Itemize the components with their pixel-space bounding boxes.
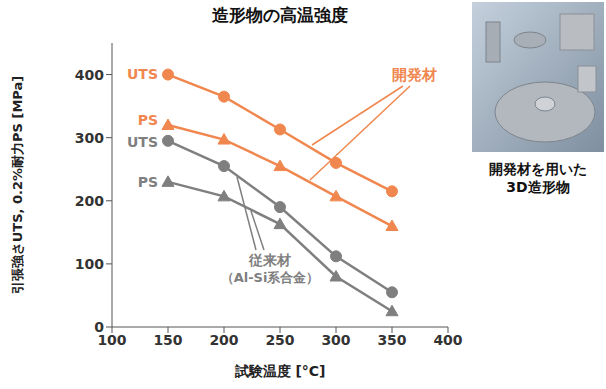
svg-text:150: 150 xyxy=(153,332,182,348)
html-text:（Al-Si系合金）: （Al-Si系合金） xyxy=(220,270,320,285)
svg-text:400: 400 xyxy=(433,332,462,348)
svg-text:試験温度 [°C]: 試験温度 [°C] xyxy=(234,363,326,379)
html-text:開発材を用いた: 開発材を用いた xyxy=(489,161,587,177)
svg-text:200: 200 xyxy=(209,332,238,348)
html-text:UTS: UTS xyxy=(127,66,158,82)
html-text:造形物の高温強度: 造形物の高温強度 xyxy=(212,5,348,25)
svg-text:0: 0 xyxy=(94,319,104,335)
svg-text:250: 250 xyxy=(265,332,294,348)
svg-text:350: 350 xyxy=(377,332,406,348)
html-text:UTS: UTS xyxy=(127,134,158,150)
html-text:PS: PS xyxy=(137,174,158,190)
svg-text:400: 400 xyxy=(75,67,104,83)
svg-text:300: 300 xyxy=(75,130,104,146)
svg-text:200: 200 xyxy=(75,193,104,209)
html-text:3D造形物: 3D造形物 xyxy=(506,179,570,195)
html-text:PS: PS xyxy=(137,112,158,128)
html-text:開発材: 開発材 xyxy=(392,66,437,84)
svg-text:100: 100 xyxy=(97,331,127,348)
svg-text:引張強さUTS, 0.2%耐力PS [MPa]: 引張強さUTS, 0.2%耐力PS [MPa] xyxy=(10,76,25,295)
svg-text:300: 300 xyxy=(321,332,350,348)
svg-text:100: 100 xyxy=(75,256,104,272)
html-text:従来材: 従来材 xyxy=(249,252,291,268)
